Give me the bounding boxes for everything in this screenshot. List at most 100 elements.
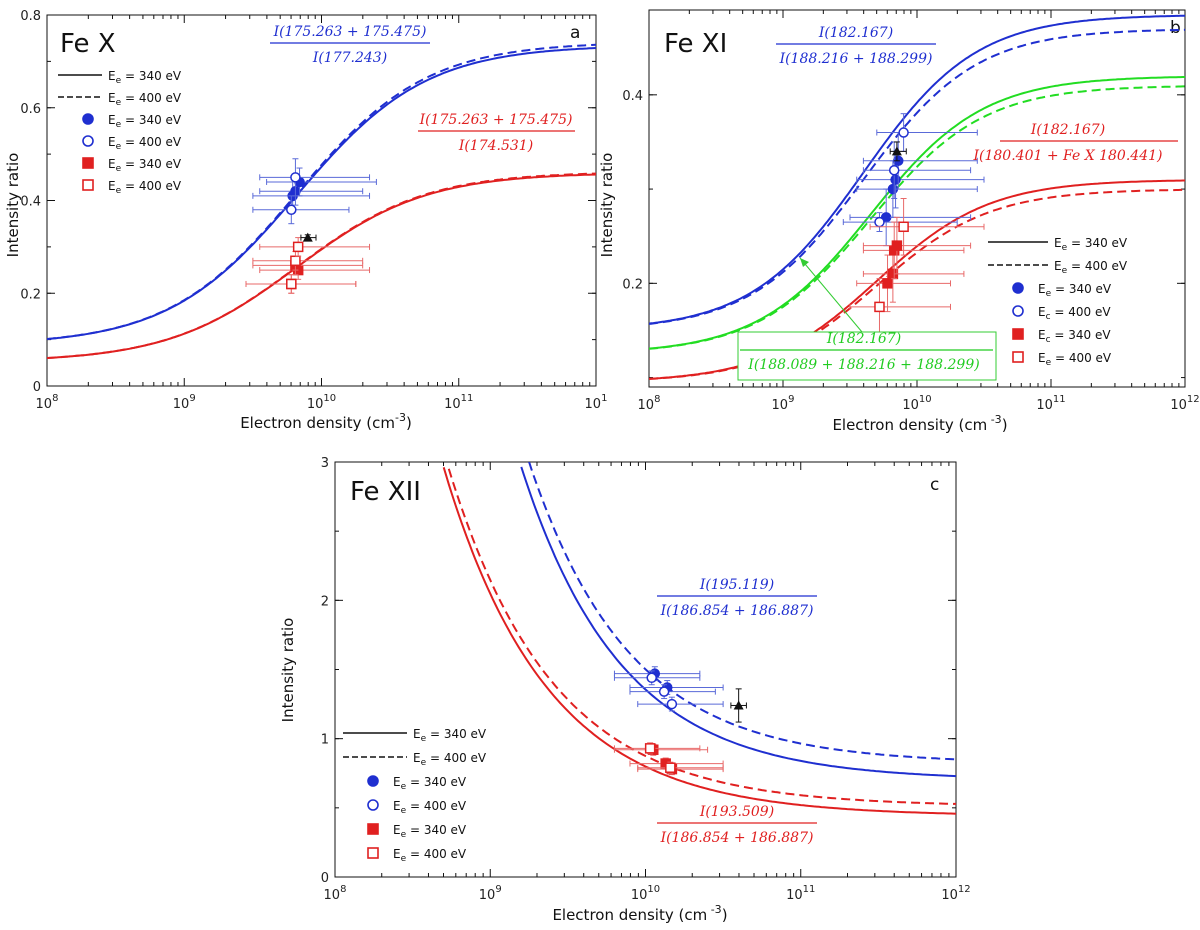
- square-marker: [891, 240, 903, 251]
- data-point: [889, 141, 907, 162]
- legend-label: Ee = 400 eV: [108, 135, 182, 152]
- legend-label: Ee = 340 eV: [393, 775, 467, 792]
- legend-label-sub: e: [421, 734, 427, 744]
- ratio-annotation: I(182.167) I(188.216 + 188.299): [776, 25, 936, 67]
- green-arrow-head: [800, 258, 809, 267]
- x-tick-base: 10: [1170, 398, 1187, 413]
- x-tick-label: 1011: [1036, 394, 1065, 413]
- curve-red-400: [447, 468, 956, 805]
- ratio-denominator: I(174.531): [458, 138, 533, 154]
- legend-label-main: E: [108, 69, 116, 83]
- x-tick-exp: 10: [919, 394, 932, 405]
- legend-label: Ec = 400 eV: [1038, 305, 1111, 322]
- data-point: [876, 113, 978, 152]
- curve-red-340: [442, 467, 956, 815]
- legend-label: Ee = 340 eV: [1038, 282, 1112, 299]
- legend-label-main: E: [393, 775, 401, 789]
- ratio-denominator: I(188.216 + 188.299): [779, 51, 933, 67]
- data-point: [252, 251, 364, 271]
- legend-entry: Ee = 400 eV: [988, 259, 1128, 276]
- legend-label-tail: = 400 eV: [406, 847, 467, 861]
- curve-blue-340: [520, 466, 956, 778]
- x-axis-label: Electron density (cm -3): [552, 903, 727, 924]
- legend-circle: [367, 799, 379, 811]
- legend-label-sub: e: [1046, 289, 1052, 299]
- circle-marker: [666, 698, 678, 710]
- legend-label-main: E: [1038, 305, 1046, 319]
- ratio-numerator: I(182.167): [818, 25, 893, 41]
- x-tick-base: 10: [1036, 398, 1053, 413]
- legend-entry: Ee = 400 eV: [82, 179, 182, 196]
- circle-marker: [874, 216, 885, 228]
- legend-label-main: E: [1038, 351, 1046, 365]
- ratio-numerator: I(175.263 + 175.475): [273, 24, 427, 40]
- x-axis-label-sup: -3: [987, 413, 1001, 426]
- y-tick-label: 3: [321, 456, 329, 471]
- x-tick-base: 10: [631, 888, 648, 903]
- legend-label: Ee = 400 eV: [413, 751, 487, 768]
- curve-blue-340: [47, 47, 596, 341]
- legend-entry: Ee = 340 eV: [82, 157, 182, 174]
- square-marker: [874, 301, 885, 313]
- data-point: [637, 763, 724, 776]
- ratio-annotation: I(175.263 + 175.475) I(177.243): [270, 24, 430, 66]
- ratio-numerator: I(182.167): [826, 331, 901, 347]
- legend-label: Ee = 340 eV: [1054, 236, 1128, 253]
- curves: [442, 462, 956, 815]
- y-tick-label: 0.8: [20, 9, 41, 24]
- legend-label-tail: = 340 eV: [121, 157, 182, 171]
- legend-label: Ec = 340 eV: [1038, 328, 1111, 345]
- y-tick-label: 0.6: [20, 102, 41, 117]
- x-tick-exp: 11: [803, 884, 816, 895]
- legend-label-main: E: [413, 751, 421, 765]
- legend-label-sub: e: [116, 98, 122, 108]
- legend-label: Ee = 340 eV: [393, 823, 467, 840]
- legend-entry: Ee = 400 eV: [367, 799, 467, 816]
- ion-title: Fe X: [60, 29, 116, 59]
- legend-entry: Ee = 340 eV: [988, 236, 1128, 253]
- ratio-denominator: I(186.854 + 186.887): [660, 830, 814, 846]
- legend-label-tail: = 400 eV: [1051, 351, 1112, 365]
- legend-entry: Ee = 340 eV: [343, 727, 487, 744]
- legend-square: [1012, 351, 1024, 363]
- ratio-numerator: I(193.509): [699, 804, 774, 820]
- legend-label-sub: e: [401, 854, 407, 864]
- legend-entry: Ec = 400 eV: [1012, 305, 1111, 322]
- y-tick-label: 0.2: [20, 287, 41, 302]
- square-marker: [665, 762, 676, 773]
- legend-label-main: E: [1054, 236, 1062, 250]
- ratio-denominator: I(188.089 + 188.216 + 188.299): [747, 357, 979, 373]
- x-tick-base: 10: [902, 398, 919, 413]
- legend-label-sub: c: [1046, 335, 1051, 345]
- legend-entry: Ee = 400 eV: [1012, 351, 1112, 368]
- y-tick-label: 0: [321, 871, 329, 886]
- circle-marker: [290, 172, 301, 183]
- x-tick-label: 1010: [902, 394, 931, 413]
- legend-entry: Ee = 340 eV: [1012, 282, 1112, 299]
- legend-square: [1012, 328, 1024, 340]
- legend-label: Ee = 400 eV: [108, 179, 182, 196]
- x-tick-exp: 10: [647, 884, 660, 895]
- x-tick-exp: 9: [788, 394, 794, 405]
- panel-letter: c: [930, 475, 939, 495]
- legend-label-sub: e: [1062, 266, 1068, 276]
- green-arrow-line: [799, 257, 863, 333]
- legend-circle: [1012, 305, 1024, 317]
- legend-circle: [82, 135, 94, 147]
- data-point: [637, 761, 724, 774]
- data-point: [300, 232, 317, 242]
- legend-label: Ee = 340 eV: [108, 113, 182, 130]
- legend-label-tail: = 400 eV: [121, 91, 182, 105]
- legend-label-main: E: [108, 91, 116, 105]
- data-point: [856, 150, 985, 209]
- legend-label: Ee = 400 eV: [1038, 351, 1112, 368]
- x-tick-exp: 8: [654, 394, 660, 405]
- x-tick-label: 1010: [307, 393, 336, 412]
- legend-label-main: E: [1038, 328, 1046, 342]
- x-tick-exp: 9: [189, 393, 195, 404]
- x-tick-label: 1011: [786, 884, 815, 903]
- x-tick-label: 1011: [444, 393, 473, 412]
